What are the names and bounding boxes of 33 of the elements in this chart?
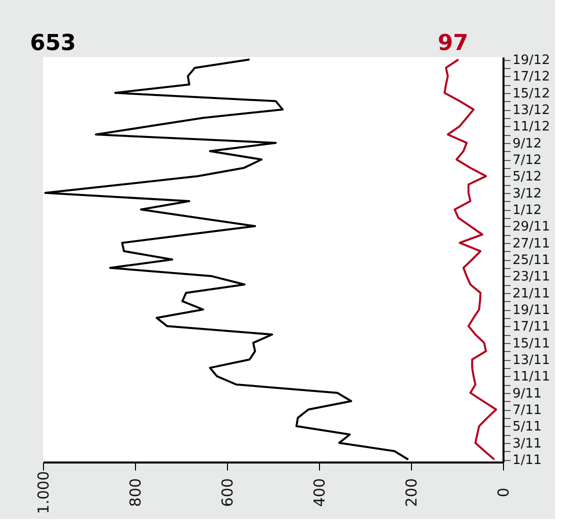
y-tick-label: 3/12 [512, 186, 542, 202]
y-tick-label: 13/12 [512, 103, 550, 118]
y-tick-label: 3/11 [512, 436, 542, 452]
text: 653 [30, 31, 76, 56]
y-tick-label: 23/11 [512, 270, 550, 285]
y-tick-label: 11/11 [512, 370, 550, 385]
y-tick-label: 5/12 [512, 170, 542, 185]
y-tick-label: 11/12 [512, 120, 550, 135]
y-tick-label: 27/11 [512, 236, 550, 252]
y-tick-label: 13/11 [512, 353, 550, 368]
y-tick-label: 19/11 [512, 303, 550, 318]
y-tick-label: 25/11 [512, 253, 550, 268]
y-tick-label: 29/11 [512, 220, 550, 235]
x-tick-label: 400 [310, 478, 328, 507]
y-tick-label: 9/12 [512, 136, 542, 152]
text: 97 [438, 31, 468, 56]
y-tick-label: 17/11 [512, 320, 550, 335]
x-tick-label: 0 [494, 488, 512, 498]
y-tick-label: 9/11 [512, 386, 542, 402]
y-tick-label: 19/12 [512, 53, 550, 68]
y-tick-label: 1/11 [512, 453, 542, 468]
x-tick-label: 800 [126, 478, 144, 507]
y-tick-label: 15/11 [512, 336, 550, 352]
y-tick-label: 21/11 [512, 286, 550, 302]
y-tick-label: 15/12 [512, 86, 550, 102]
y-tick-label: 17/12 [512, 70, 550, 85]
y-tick-label: 5/11 [512, 420, 542, 435]
y-tick-label: 7/12 [512, 153, 542, 168]
x-tick-label: 1.000 [34, 471, 52, 514]
y-tick-label: 1/12 [512, 203, 542, 218]
y-tick-label: 7/11 [512, 403, 542, 418]
x-tick-label: 600 [218, 478, 236, 507]
x-tick-label: 200 [402, 478, 420, 507]
